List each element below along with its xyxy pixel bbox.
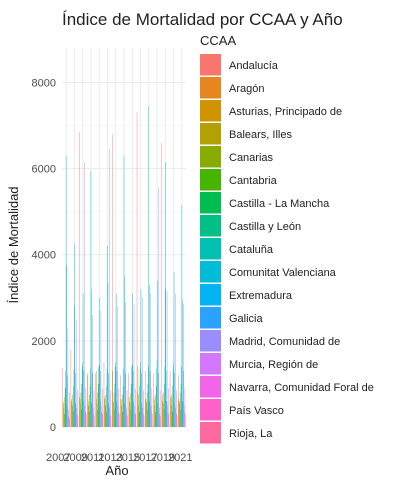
- legend-label: Comunitat Valenciana: [229, 267, 337, 279]
- legend-label: Aragón: [229, 83, 264, 95]
- legend-key: [200, 169, 221, 191]
- legend-key: [200, 399, 221, 421]
- legend-label: Madrid, Comunidad de: [229, 336, 340, 348]
- legend-key: [200, 146, 221, 168]
- legend-key: [200, 192, 221, 214]
- legend-label: Navarra, Comunidad Foral de: [229, 382, 374, 394]
- legend-title: CCAA: [200, 33, 236, 48]
- legend-label: Galicia: [229, 313, 264, 325]
- legend-key: [200, 376, 221, 398]
- legend-label: Castilla - La Mancha: [229, 198, 330, 210]
- y-tick-label: 6000: [32, 164, 56, 176]
- x-tick-label: 2021: [168, 452, 192, 464]
- legend-label: Extremadura: [229, 290, 293, 302]
- y-axis-ticks: 0 2000 4000 6000 8000: [32, 77, 56, 434]
- legend-key: [200, 238, 221, 260]
- legend-key: [200, 215, 221, 237]
- legend-key: [200, 100, 221, 122]
- y-axis-title: Índice de Mortalidad: [6, 186, 21, 303]
- legend-key: [200, 422, 221, 444]
- legend-label: Asturias, Principado de: [229, 106, 342, 118]
- legend-key: [200, 77, 221, 99]
- legend-label: Cantabria: [229, 175, 278, 187]
- chart-title: Índice de Mortalidad por CCAA y Año: [62, 10, 343, 29]
- legend-key: [200, 353, 221, 375]
- x-tick-label: 2007: [46, 452, 70, 464]
- y-tick-label: 2000: [32, 336, 56, 348]
- legend-key: [200, 284, 221, 306]
- legend-label: Rioja, La: [229, 428, 273, 440]
- x-axis-title: Año: [105, 463, 128, 478]
- legend-label: Murcia, Región de: [229, 359, 318, 371]
- x-tick-label: 2009: [63, 452, 87, 464]
- legend: Andalucía Aragón Asturias, Principado de Ba…: [200, 54, 374, 444]
- legend-label: Andalucía: [229, 60, 279, 72]
- legend-label: País Vasco: [229, 405, 284, 417]
- legend-label: Canarias: [229, 152, 274, 164]
- legend-label: Balears, Illes: [229, 129, 292, 141]
- x-tick-label: 2011: [81, 452, 105, 464]
- legend-key: [200, 54, 221, 76]
- x-tick-label: 2017: [133, 452, 157, 464]
- legend-key: [200, 123, 221, 145]
- bars: [62, 106, 186, 428]
- y-tick-label: 0: [50, 422, 56, 434]
- legend-key: [200, 261, 221, 283]
- legend-key: [200, 307, 221, 329]
- legend-label: Cataluña: [229, 244, 274, 256]
- x-tick-label: 2015: [116, 452, 140, 464]
- y-tick-label: 8000: [32, 77, 56, 89]
- legend-key: [200, 330, 221, 352]
- x-tick-label: 2019: [151, 452, 175, 464]
- legend-label: Castilla y León: [229, 221, 301, 233]
- y-tick-label: 4000: [32, 250, 56, 262]
- x-tick-label: 2013: [98, 452, 122, 464]
